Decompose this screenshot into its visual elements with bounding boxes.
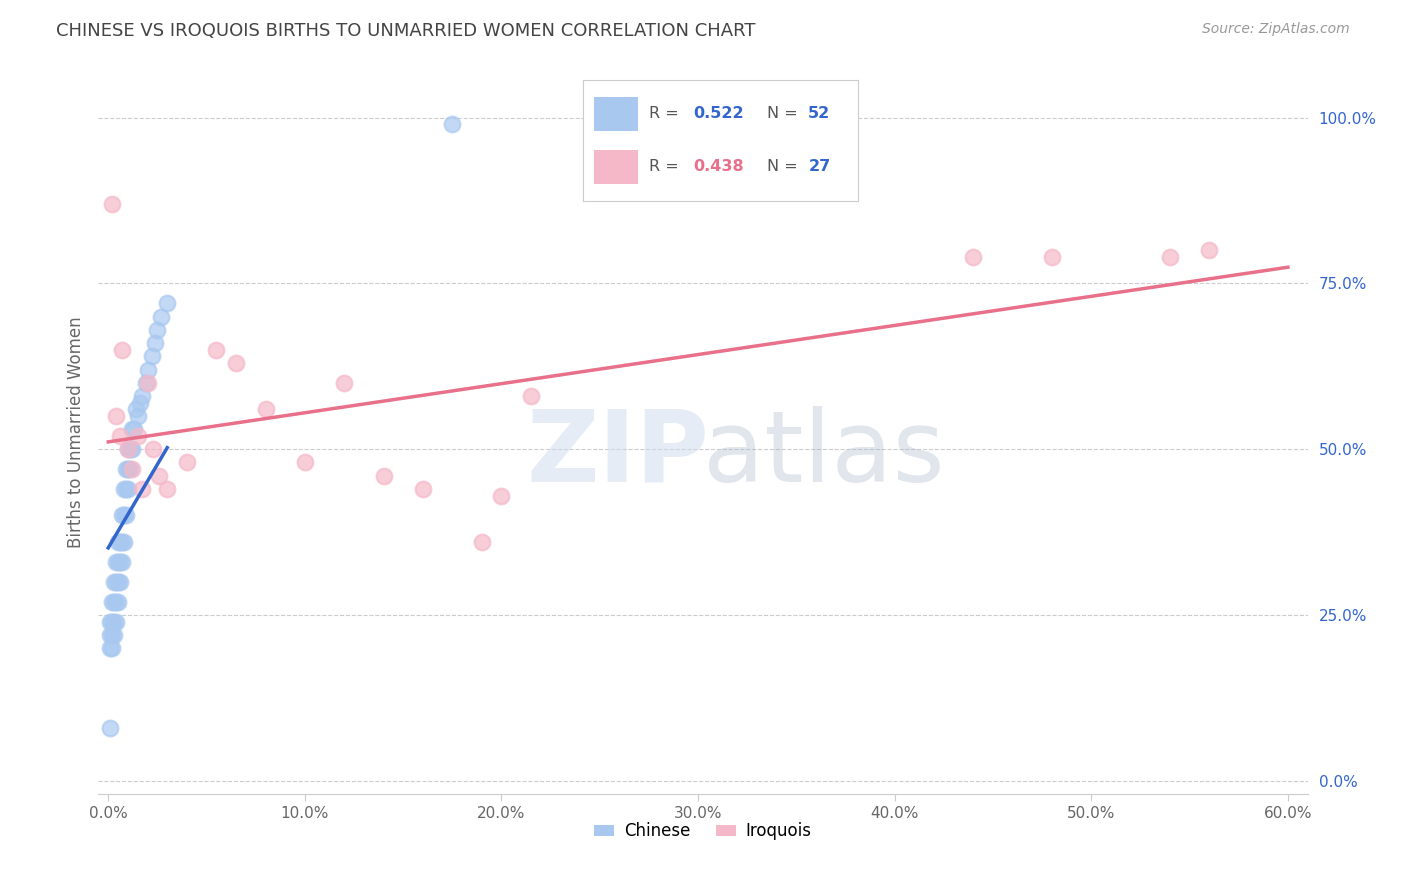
Point: [111, 555, 134, 569]
Point: [117, 442, 139, 457]
Point: [111, 508, 134, 523]
Text: 52: 52: [808, 106, 831, 121]
Point: [111, 535, 134, 549]
Point: [101, 594, 124, 608]
Point: [98, 721, 121, 735]
Y-axis label: Births to Unmarried Women: Births to Unmarried Women: [66, 317, 84, 549]
Point: [105, 574, 128, 589]
Point: [142, 442, 165, 457]
Point: [98, 628, 121, 642]
Point: [148, 468, 170, 483]
Text: 0.438: 0.438: [693, 160, 744, 175]
Point: [112, 482, 135, 496]
Point: [128, 396, 150, 410]
Point: [117, 482, 139, 496]
Point: [117, 442, 139, 457]
Point: [131, 389, 153, 403]
Point: [441, 117, 464, 131]
Point: [103, 615, 125, 629]
Point: [127, 429, 149, 443]
Point: [150, 310, 173, 324]
FancyBboxPatch shape: [595, 97, 638, 131]
Point: [107, 574, 129, 589]
Point: [156, 296, 179, 310]
Point: [107, 555, 129, 569]
Text: R =: R =: [650, 106, 685, 121]
Point: [491, 489, 513, 503]
Point: [520, 389, 543, 403]
Point: [115, 508, 138, 523]
Point: [107, 535, 129, 549]
Point: [333, 376, 356, 390]
Point: [105, 615, 128, 629]
Point: [101, 641, 124, 656]
Point: [118, 462, 141, 476]
Point: [101, 197, 124, 211]
Point: [141, 350, 163, 364]
Point: [373, 468, 395, 483]
Point: [115, 482, 138, 496]
Point: [98, 615, 121, 629]
Point: [136, 362, 159, 376]
Point: [125, 402, 148, 417]
Point: [101, 615, 124, 629]
Point: [112, 535, 135, 549]
Point: [118, 442, 141, 457]
Point: [122, 422, 145, 436]
Point: [1040, 250, 1063, 264]
Point: [112, 508, 135, 523]
Point: [98, 641, 121, 656]
Point: [146, 323, 169, 337]
Point: [962, 250, 984, 264]
Point: [105, 555, 128, 569]
Point: [471, 535, 494, 549]
FancyBboxPatch shape: [595, 150, 638, 184]
Point: [156, 482, 179, 496]
Point: [111, 343, 134, 357]
Point: [108, 574, 131, 589]
Point: [294, 455, 316, 469]
Point: [135, 376, 157, 390]
Point: [103, 574, 125, 589]
Point: [108, 429, 131, 443]
Text: R =: R =: [650, 160, 685, 175]
Text: Source: ZipAtlas.com: Source: ZipAtlas.com: [1202, 22, 1350, 37]
Point: [115, 462, 138, 476]
Text: CHINESE VS IROQUOIS BIRTHS TO UNMARRIED WOMEN CORRELATION CHART: CHINESE VS IROQUOIS BIRTHS TO UNMARRIED …: [56, 22, 756, 40]
Point: [136, 376, 159, 390]
Point: [1159, 250, 1181, 264]
Point: [127, 409, 149, 423]
Point: [412, 482, 434, 496]
Text: ZIP: ZIP: [527, 406, 710, 503]
Point: [1198, 244, 1220, 258]
Text: 27: 27: [808, 160, 831, 175]
Point: [205, 343, 228, 357]
Point: [117, 462, 139, 476]
Point: [107, 594, 129, 608]
Point: [105, 594, 128, 608]
Text: N =: N =: [768, 106, 803, 121]
Text: N =: N =: [768, 160, 803, 175]
Point: [101, 628, 124, 642]
Point: [176, 455, 198, 469]
Point: [108, 535, 131, 549]
Point: [103, 594, 125, 608]
Point: [121, 422, 143, 436]
Point: [145, 336, 167, 351]
Point: [121, 462, 143, 476]
Point: [103, 628, 125, 642]
Point: [225, 356, 247, 370]
Text: atlas: atlas: [703, 406, 945, 503]
Text: 0.522: 0.522: [693, 106, 744, 121]
Point: [254, 402, 277, 417]
Point: [131, 482, 153, 496]
Legend: Chinese, Iroquois: Chinese, Iroquois: [588, 815, 818, 847]
Point: [121, 442, 143, 457]
Point: [105, 409, 128, 423]
Point: [108, 555, 131, 569]
